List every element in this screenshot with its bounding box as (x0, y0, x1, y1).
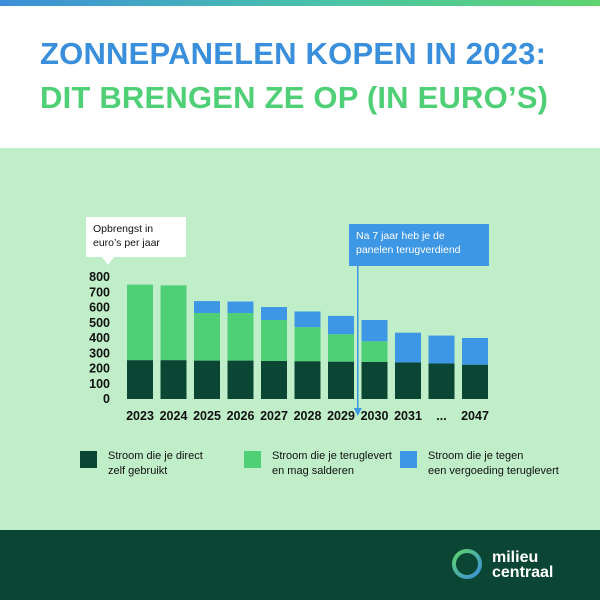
y-tick-label: 800 (89, 270, 110, 284)
bar-segment-direct (261, 360, 287, 399)
legend-salderen-line-1: Stroom die je teruglevert (272, 450, 392, 462)
y-axis-label-callout: Opbrengst in euro’s per jaar (86, 217, 186, 265)
x-tick-label: 2031 (394, 409, 422, 423)
title-line-1: ZONNEPANELEN KOPEN IN 2023: (40, 36, 547, 71)
y-tick-label: 200 (89, 362, 110, 376)
footer-bar: milieu centraal (0, 530, 600, 600)
bar-segment-salderen (261, 320, 287, 361)
bar-segment-vergoeding (261, 307, 287, 321)
logo-ring-icon (452, 549, 482, 579)
bar-segment-direct (462, 364, 488, 399)
bar-segment-direct (127, 360, 153, 399)
bar-segment-vergoeding (227, 301, 254, 313)
legend-direct-line-1: Stroom die je direct (108, 450, 203, 462)
legend-vergoeding-line-2: een vergoeding teruglevert (428, 465, 559, 477)
legend-direct-line-2: zelf gebruikt (108, 465, 168, 477)
bar-segment-direct (428, 363, 455, 399)
bar-segment-vergoeding (361, 320, 388, 342)
payback-callout-line-2: panelen terugverdiend (356, 244, 461, 256)
title-line-2: DIT BRENGEN ZE OP (IN EURO’S) (40, 80, 549, 115)
bar-segment-direct (395, 362, 421, 399)
y-tick-label: 0 (103, 392, 110, 406)
x-axis: 2023 2024 2025 2026 2027 2028 2029 2030 2031... 2… (126, 409, 489, 423)
bar-segment-direct (160, 360, 187, 399)
legend-salderen-line-2: en mag salderen (272, 465, 354, 477)
legend-swatch-vergoeding (400, 451, 417, 468)
x-tick-label: 2030 (361, 409, 389, 423)
payback-callout: Na 7 jaar heb je de panelen terugverdien… (349, 224, 489, 266)
bar-segment-vergoeding (194, 301, 220, 313)
legend-label-direct: Stroom die je direct zelf gebruikt (108, 449, 203, 479)
x-tick-label: 2047 (461, 409, 489, 423)
payback-callout-line-1: Na 7 jaar heb je de (356, 230, 445, 242)
x-tick-label: 2026 (227, 409, 255, 423)
y-tick-label: 400 (89, 331, 110, 345)
x-tick-label: 2024 (160, 409, 188, 423)
bars (127, 284, 488, 399)
bar-segment-salderen (127, 284, 153, 361)
bar-segment-salderen (294, 327, 321, 362)
x-tick-label: 2023 (126, 409, 154, 423)
bar-segment-direct (294, 361, 321, 399)
bar-segment-vergoeding (294, 311, 321, 328)
y-axis-label-line-2: euro’s per jaar (93, 237, 160, 249)
y-tick-label: 500 (89, 316, 110, 330)
y-tick-label: 100 (89, 377, 110, 391)
bar-segment-salderen (160, 285, 187, 361)
bar-segment-vergoeding (395, 332, 421, 363)
bar-segment-salderen (361, 341, 388, 362)
bar-segment-vergoeding (462, 338, 488, 365)
logo-wordmark: milieu centraal (492, 549, 554, 581)
payback-arrow-icon (353, 408, 362, 416)
y-tick-label: 300 (89, 346, 110, 360)
bar-segment-vergoeding (428, 335, 455, 364)
legend-label-vergoeding: Stroom die je tegen een vergoeding terug… (428, 449, 559, 479)
payback-marker (353, 256, 362, 416)
x-tick-label: 2028 (294, 409, 322, 423)
legend-swatch-salderen (244, 451, 261, 468)
top-gradient-bar (0, 0, 600, 6)
legend-label-salderen: Stroom die je teruglevert en mag saldere… (272, 449, 392, 479)
x-tick-label: 2027 (260, 409, 288, 423)
x-tick-label: 2025 (193, 409, 221, 423)
milieu-centraal-logo: milieu centraal (450, 547, 553, 586)
legend-vergoeding-line-1: Stroom die je tegen (428, 450, 524, 462)
callout-tail (102, 257, 114, 265)
bar-segment-direct (328, 361, 354, 399)
bar-segment-direct (227, 360, 254, 399)
logo-word-2: centraal (492, 564, 554, 581)
legend-swatch-direct (80, 451, 97, 468)
y-tick-label: 600 (89, 301, 110, 315)
bar-segment-direct (361, 361, 388, 399)
y-axis-label-line-1: Opbrengst in (93, 223, 154, 235)
bar-segment-direct (194, 360, 220, 399)
y-tick-label: 700 (89, 285, 110, 299)
logo-word-1: milieu (492, 549, 539, 566)
bar-segment-salderen (227, 312, 254, 361)
x-tick-label: ... (436, 409, 446, 423)
x-tick-label: 2029 (327, 409, 355, 423)
bar-segment-salderen (328, 334, 354, 362)
bar-segment-salderen (194, 312, 220, 361)
bar-segment-vergoeding (328, 315, 354, 335)
